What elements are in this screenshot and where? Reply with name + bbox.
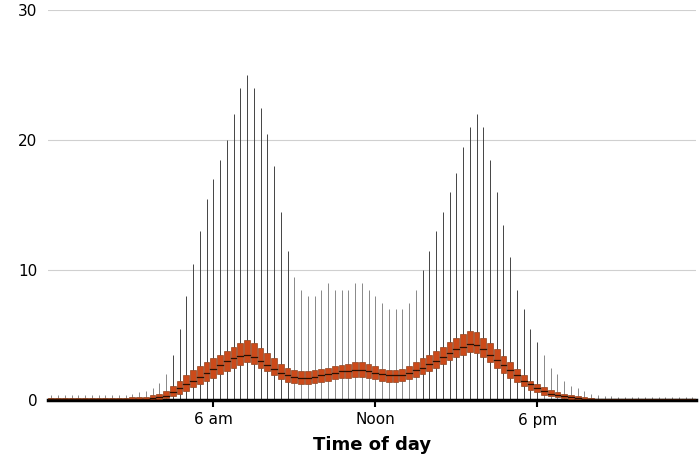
Bar — [649, 399, 654, 400]
Bar — [102, 398, 108, 400]
Bar — [197, 366, 203, 384]
Bar — [217, 354, 223, 374]
Bar — [231, 347, 237, 367]
Bar — [143, 397, 148, 399]
Bar — [561, 393, 567, 398]
Bar — [460, 334, 466, 354]
Bar — [595, 399, 601, 400]
Bar — [69, 398, 74, 400]
Bar — [285, 367, 290, 382]
Bar — [244, 340, 250, 362]
Bar — [183, 375, 189, 391]
Bar — [440, 347, 446, 364]
Bar — [474, 333, 480, 353]
Bar — [237, 343, 243, 365]
Bar — [494, 349, 500, 367]
Bar — [400, 369, 405, 381]
Bar — [312, 370, 317, 383]
Bar — [48, 398, 54, 400]
Bar — [122, 398, 128, 400]
Bar — [345, 364, 351, 378]
Bar — [130, 398, 135, 400]
Bar — [150, 395, 155, 399]
Bar — [656, 399, 662, 400]
Bar — [176, 381, 183, 393]
Bar — [116, 398, 122, 400]
Bar — [298, 371, 304, 384]
Bar — [89, 398, 95, 400]
Bar — [406, 366, 412, 379]
Bar — [265, 353, 270, 371]
Bar — [508, 362, 513, 378]
Bar — [548, 390, 554, 396]
Bar — [629, 399, 635, 400]
Bar — [541, 387, 547, 395]
Bar — [554, 392, 561, 398]
Bar — [534, 384, 540, 392]
Bar — [521, 375, 526, 386]
Bar — [96, 398, 101, 400]
Bar — [487, 343, 493, 362]
Bar — [278, 364, 284, 379]
Bar — [365, 364, 372, 378]
Bar — [359, 362, 365, 376]
Bar — [291, 370, 298, 383]
Bar — [332, 366, 337, 379]
Bar — [82, 398, 88, 400]
Bar — [76, 398, 81, 400]
Bar — [413, 362, 419, 376]
Bar — [163, 391, 169, 398]
Bar — [109, 398, 115, 400]
Bar — [224, 351, 230, 371]
Bar — [251, 343, 257, 364]
Bar — [433, 351, 439, 367]
Bar — [608, 399, 615, 400]
Bar — [326, 367, 331, 381]
Bar — [204, 362, 209, 381]
Bar — [393, 370, 398, 382]
Bar — [454, 338, 459, 357]
Bar — [271, 359, 277, 375]
Bar — [643, 399, 648, 400]
Bar — [305, 371, 311, 384]
Bar — [636, 399, 641, 400]
Bar — [615, 399, 621, 400]
Bar — [602, 399, 608, 400]
Bar — [676, 399, 682, 400]
Bar — [568, 395, 574, 399]
Bar — [62, 398, 68, 400]
Bar — [156, 393, 162, 399]
Bar — [419, 359, 426, 374]
Bar — [190, 370, 196, 387]
Bar — [258, 348, 263, 367]
Bar — [55, 398, 61, 400]
Bar — [318, 369, 324, 382]
Bar — [622, 399, 628, 400]
X-axis label: Time of day: Time of day — [313, 436, 431, 454]
Bar — [528, 381, 533, 390]
Bar — [170, 386, 176, 396]
Bar — [480, 338, 486, 357]
Bar — [575, 396, 580, 399]
Bar — [582, 398, 587, 399]
Bar — [339, 365, 344, 378]
Bar — [372, 366, 378, 379]
Bar — [386, 370, 391, 382]
Bar — [500, 356, 506, 373]
Bar — [663, 399, 668, 400]
Bar — [379, 369, 385, 381]
Bar — [589, 398, 594, 399]
Bar — [467, 331, 473, 352]
Bar — [211, 359, 216, 378]
Bar — [447, 342, 452, 360]
Bar — [136, 398, 142, 400]
Bar — [352, 362, 358, 376]
Bar — [669, 399, 675, 400]
Bar — [690, 399, 695, 400]
Bar — [682, 399, 689, 400]
Bar — [514, 369, 520, 382]
Bar — [426, 354, 432, 371]
